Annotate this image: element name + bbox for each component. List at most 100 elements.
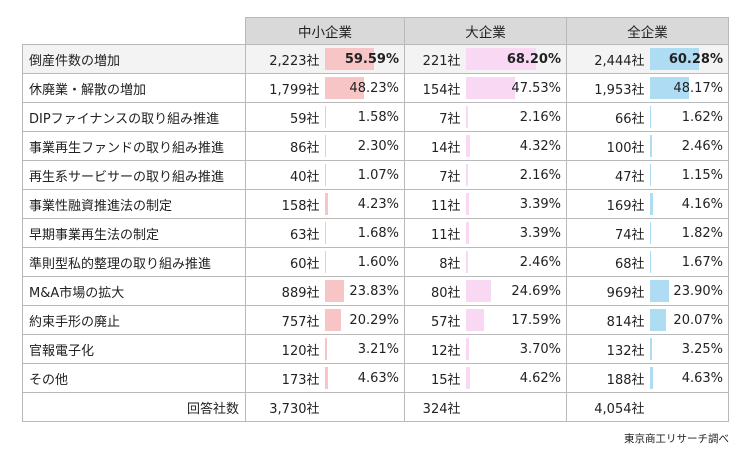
row-label: 官報電子化 [22,334,246,364]
count-cell-sme: 86社 [245,131,322,161]
count-cell-sme: 59社 [245,102,322,132]
pct-cell-large: 2.16% [462,160,567,190]
pct-cell-large: 4.62% [462,363,567,393]
pct-bar-sme [324,48,374,70]
pct-value-all: 1.62% [681,109,723,125]
row-label: 約束手形の廃止 [22,305,246,335]
count-cell-all: 188社 [566,363,647,393]
pct-value-sme: 1.60% [357,254,399,270]
count-cell-sme: 60社 [245,247,322,277]
count-cell-all: 969社 [566,276,647,306]
pct-value-sme: 59.59% [344,51,399,67]
pct-cell-all: 1.62% [646,102,729,132]
count-cell-sme: 158社 [245,189,322,219]
count-cell-large: 12社 [404,334,463,364]
pct-value-large: 4.32% [519,138,561,154]
pct-cell-all: 3.25% [646,334,729,364]
count-cell-all: 169社 [566,189,647,219]
pct-value-large: 47.53% [511,80,561,96]
pct-value-sme: 1.58% [357,109,399,125]
count-cell-large: 8社 [404,247,463,277]
row-label: 休廃業・解散の増加 [22,73,246,103]
pct-cell-sme: 3.21% [321,334,405,364]
pct-bar-large [465,48,537,70]
pct-bar-large [465,251,469,273]
pct-value-large: 4.62% [519,370,561,386]
pct-cell-sme: 23.83% [321,276,405,306]
pct-cell-large: 2.16% [462,102,567,132]
pct-cell-sme: 4.23% [321,189,405,219]
row-label: DIPファイナンスの取り組み推進 [22,102,246,132]
pct-value-sme: 48.23% [349,80,399,96]
header-row: 中小企業 大企業 全企業 [22,17,729,45]
pct-bar-all [649,193,653,215]
pct-bar-all [649,251,651,273]
pct-bar-all [649,77,689,99]
count-cell-large: 11社 [404,218,463,248]
pct-bar-sme [324,135,327,157]
count-cell-large: 7社 [404,102,463,132]
pct-cell-large: 24.69% [462,276,567,306]
pct-value-sme: 4.63% [357,370,399,386]
pct-bar-all [649,135,652,157]
pct-bar-sme [324,280,345,302]
pct-bar-large [465,280,492,302]
pct-cell-large: 3.39% [462,218,567,248]
pct-cell-large: 3.70% [462,334,567,364]
table-row: 事業再生ファンドの取り組み推進 86社 2.30% 14社 4.32% 100社 2.46% [22,131,729,161]
row-label: 倒産件数の増加 [22,44,246,74]
pct-cell-all: 1.82% [646,218,729,248]
pct-bar-large [465,77,515,99]
pct-cell-sme: 59.59% [321,44,405,74]
pct-cell-all: 4.16% [646,189,729,219]
column-header-large: 大企業 [404,17,567,45]
pct-cell-all: 48.17% [646,73,729,103]
pct-value-all: 2.46% [681,138,723,154]
count-cell-all: 66社 [566,102,647,132]
pct-bar-large [465,135,470,157]
count-cell-sme: 40社 [245,160,322,190]
pct-value-all: 1.82% [681,225,723,241]
pct-bar-all [649,164,651,186]
pct-cell-all: 4.63% [646,363,729,393]
pct-bar-large [465,106,468,128]
count-cell-large: 221社 [404,44,463,74]
pct-bar-large [465,367,471,389]
count-cell-all: 2,444社 [566,44,647,74]
pct-cell-all: 1.15% [646,160,729,190]
pct-value-all: 3.25% [681,341,723,357]
pct-value-large: 3.39% [519,196,561,212]
count-cell-sme: 173社 [245,363,322,393]
pct-bar-sme [324,193,328,215]
count-cell-all: 100社 [566,131,647,161]
table-row: 官報電子化 120社 3.21% 12社 3.70% 132社 3.25% [22,334,729,364]
row-label: 準則型私的整理の取り組み推進 [22,247,246,277]
table-row: 再生系サービサーの取り組み推進 40社 1.07% 7社 2.16% 47社 1.15% [22,160,729,190]
count-cell-sme: 889社 [245,276,322,306]
pct-bar-sme [324,164,326,186]
count-cell-large: 15社 [404,363,463,393]
count-cell-large: 57社 [404,305,463,335]
row-label: 事業性融資推進法の制定 [22,189,246,219]
count-cell-large: 11社 [404,189,463,219]
table-row: 休廃業・解散の増加 1,799社 48.23% 154社 47.53% 1,953社 48.… [22,73,729,103]
source-note: 東京商工リサーチ調べ [624,433,729,445]
total-count-all: 4,054社 [566,392,647,422]
pct-value-large: 3.70% [519,341,561,357]
total-empty-sme [321,392,405,422]
pct-value-large: 68.20% [506,51,561,67]
pct-value-all: 1.15% [681,167,723,183]
pct-bar-all [649,106,651,128]
pct-cell-sme: 4.63% [321,363,405,393]
row-label: M&A市場の拡大 [22,276,246,306]
table-body: 倒産件数の増加 2,223社 59.59% 221社 68.20% 2,444社 60.28… [22,44,729,393]
pct-cell-sme: 1.68% [321,218,405,248]
pct-cell-all: 60.28% [646,44,729,74]
pct-cell-large: 3.39% [462,189,567,219]
pct-value-sme: 4.23% [357,196,399,212]
count-cell-sme: 2,223社 [245,44,322,74]
pct-value-all: 60.28% [668,51,723,67]
pct-value-large: 17.59% [511,312,561,328]
pct-value-sme: 1.68% [357,225,399,241]
table-row: 早期事業再生法の制定 63社 1.68% 11社 3.39% 74社 1.82% [22,218,729,248]
